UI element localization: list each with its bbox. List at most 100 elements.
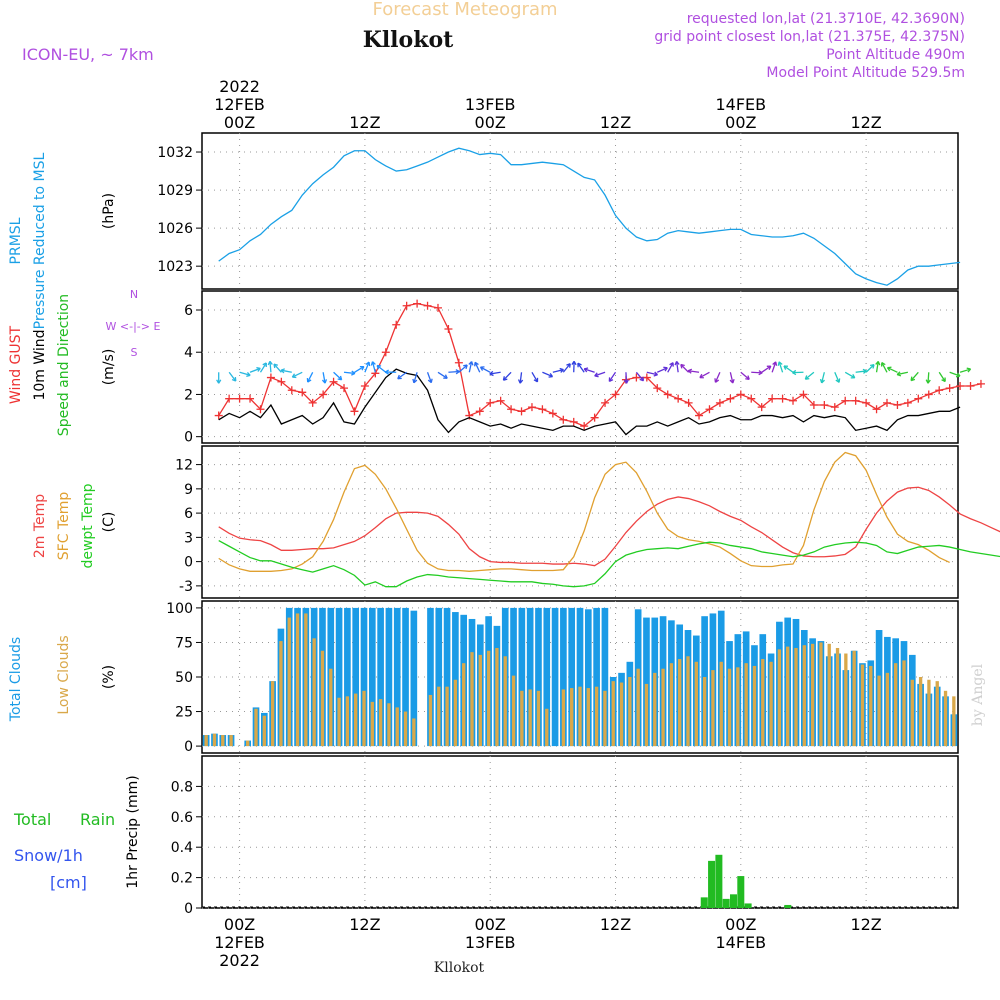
wind-arrow: [783, 365, 794, 373]
rain-bar: [744, 903, 752, 908]
wind-arrow-shaft: [688, 370, 700, 373]
low-cloud-bar: [511, 675, 516, 747]
gust-point: [601, 398, 610, 407]
wind-arrow: [910, 371, 919, 382]
gust-point: [903, 398, 912, 407]
gust-point: [705, 405, 714, 414]
wind-arrow-head: [745, 375, 750, 380]
wind-arrow-head: [479, 366, 485, 371]
gust-point: [653, 384, 662, 393]
gust-point: [778, 394, 787, 403]
panel-label: dewpt Temp: [80, 483, 96, 568]
wind-arrow-head: [608, 377, 614, 382]
wind-arrow-head: [359, 365, 365, 371]
total-cloud-bar: [601, 607, 609, 747]
low-cloud-bar: [445, 686, 449, 747]
wind-arrow-head: [370, 361, 376, 366]
gust-point: [684, 398, 693, 407]
wind-arrow-head: [231, 377, 237, 382]
low-cloud-bar: [561, 689, 566, 747]
gust-point: [642, 373, 651, 382]
low-cloud-bar: [362, 690, 366, 747]
wind-arrow-head: [427, 378, 433, 384]
gust-point: [475, 407, 484, 416]
wind-arrow-head: [397, 374, 402, 380]
wind-arrow-head: [835, 378, 841, 383]
wind-arrow-head: [714, 378, 720, 383]
wind-arrow: [925, 372, 931, 384]
wind-arrow-head: [559, 367, 564, 373]
precip-ylabel: 1hr Precip (mm): [125, 775, 141, 888]
wind-arrow: [938, 371, 946, 383]
total-cloud-bar: [643, 617, 650, 747]
gust-point: [402, 301, 411, 310]
low-cloud-bar: [262, 715, 266, 747]
pressure-frame: [201, 132, 959, 290]
rain-bar: [722, 898, 730, 908]
rain-bar: [737, 876, 745, 908]
low-cloud-bar: [727, 668, 732, 747]
wind-arrow-shaft: [608, 371, 617, 382]
wind-arrow-head: [321, 379, 328, 384]
wind-arrow-head: [351, 370, 356, 376]
low-cloud-bar: [403, 711, 408, 747]
wind-arrow: [354, 365, 365, 373]
wind-arrow: [875, 360, 881, 373]
wind-arrow-head: [772, 361, 778, 366]
gust-point: [517, 407, 526, 416]
wind-arrow-head: [966, 367, 972, 373]
ytick-label: 50: [175, 670, 193, 686]
wind-arrow: [714, 372, 721, 383]
total-cloud-bar: [576, 607, 584, 747]
wind-arrow: [249, 366, 261, 373]
wind-arrow: [729, 372, 735, 384]
gust-point: [486, 398, 495, 407]
wind-arrow-shaft: [448, 370, 460, 373]
gust-point: [538, 405, 547, 414]
wind-arrow: [517, 372, 524, 384]
gust-point: [956, 382, 965, 390]
gust-point: [747, 394, 756, 403]
panel-label: Pressure Reduced to MSL: [32, 152, 48, 329]
low-cloud-bar: [927, 679, 931, 747]
low-cloud-bar: [802, 645, 806, 747]
wind-arrow-shaft: [249, 367, 261, 373]
wind-arrow-head: [267, 360, 273, 366]
wind-arrow-head: [869, 364, 875, 369]
wind-arrow-shaft: [259, 362, 267, 373]
panel-label: 2m Temp: [32, 494, 48, 558]
low-cloud-bar: [312, 638, 316, 747]
rain-bar: [729, 894, 737, 908]
wind-arrow-shaft: [239, 371, 251, 376]
ytick-label: 1032: [157, 145, 193, 161]
wind-arrow-head: [777, 361, 783, 366]
bottom-time-label: 12Z: [349, 915, 380, 934]
wind-arrow-shaft: [938, 371, 946, 382]
wind-arrow-shaft: [675, 361, 679, 373]
gust-point: [945, 384, 954, 393]
wind-arrow: [623, 372, 629, 384]
wind-arrow: [364, 361, 371, 373]
wind-arrow-head: [792, 369, 797, 376]
panel-temperature: -3 0 3 6 9 12 (C) 2m Temp SFC Temp dewpt Temp: [32, 445, 1000, 599]
low-cloud-bar: [744, 663, 748, 747]
bottom-time-label: 00Z: [224, 915, 255, 934]
wind-arrow: [479, 366, 491, 373]
low-cloud-bar: [495, 647, 499, 747]
wind-arrow: [819, 372, 825, 384]
wind-arrow: [384, 369, 397, 375]
total-cloud-bar: [335, 607, 343, 747]
wind-arrow: [886, 366, 898, 373]
top-time-label: 12FEB: [214, 95, 265, 114]
wind-arrow: [397, 371, 408, 380]
wind-arrow-head: [566, 363, 571, 368]
compass: N W <-|-> E S: [106, 288, 161, 359]
wind-arrow-head: [925, 379, 931, 384]
wind-arrow: [949, 371, 961, 378]
gust-point: [726, 394, 735, 403]
gust-point: [287, 386, 296, 395]
gust-point: [799, 390, 808, 399]
wind-arrow: [699, 371, 710, 379]
wind-arrow: [657, 366, 668, 373]
wind-arrow-shaft: [855, 370, 867, 373]
